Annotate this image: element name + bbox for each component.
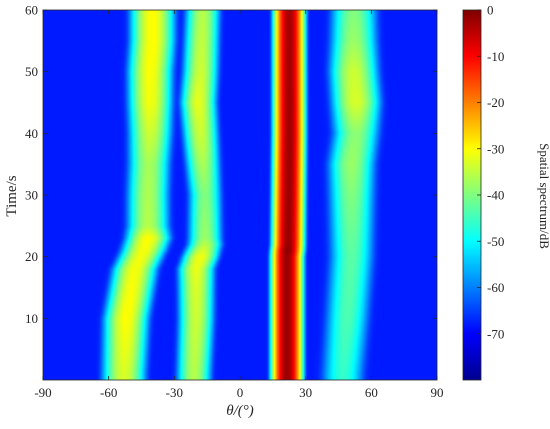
- colorbar-label: Spatial spectrum/dB: [537, 143, 550, 249]
- colorbar-tick-label: -20: [487, 95, 504, 110]
- plot-area: [42, 9, 438, 381]
- y-tick-label: 20: [25, 249, 38, 264]
- colorbar-ticks: 0 -10 -20 -30 -40 -50 -60 -70: [477, 3, 504, 341]
- y-tick-label: 50: [25, 64, 38, 79]
- colorbar-tick-label: -40: [487, 188, 504, 203]
- colorbar: 0 -10 -20 -30 -40 -50 -60 -70 Spatial spectrum/…: [462, 3, 550, 381]
- x-tick-label: 30: [299, 385, 312, 400]
- x-axis: -90 -60 -30 0 30 60 90: [34, 10, 444, 400]
- y-tick-label: 30: [25, 188, 38, 203]
- x-tick-label: 60: [365, 385, 378, 400]
- y-axis-label: Time/s: [4, 175, 20, 216]
- x-axis-label: θ/(°): [226, 403, 254, 419]
- y-tick-label: 10: [25, 311, 38, 326]
- colorbar-tick-label: 0: [487, 3, 494, 18]
- colorbar-tick-label: -10: [487, 49, 504, 64]
- colorbar-tick-label: -50: [487, 234, 504, 249]
- x-tick-label: 0: [237, 385, 244, 400]
- colorbar-tick-label: -60: [487, 280, 504, 295]
- colorbar-tick-label: -70: [487, 326, 504, 341]
- y-axis: 10 20 30 40 50 60: [25, 3, 437, 326]
- colorbar-tick-label: -30: [487, 141, 504, 156]
- x-tick-label: -60: [100, 385, 117, 400]
- x-tick-label: 90: [431, 385, 444, 400]
- x-tick-label: -90: [34, 385, 51, 400]
- y-tick-label: 40: [25, 126, 38, 141]
- heatmap-image: [43, 10, 437, 380]
- x-tick-label: -30: [166, 385, 183, 400]
- colorbar-gradient: [463, 10, 481, 380]
- y-tick-label: 60: [25, 3, 38, 18]
